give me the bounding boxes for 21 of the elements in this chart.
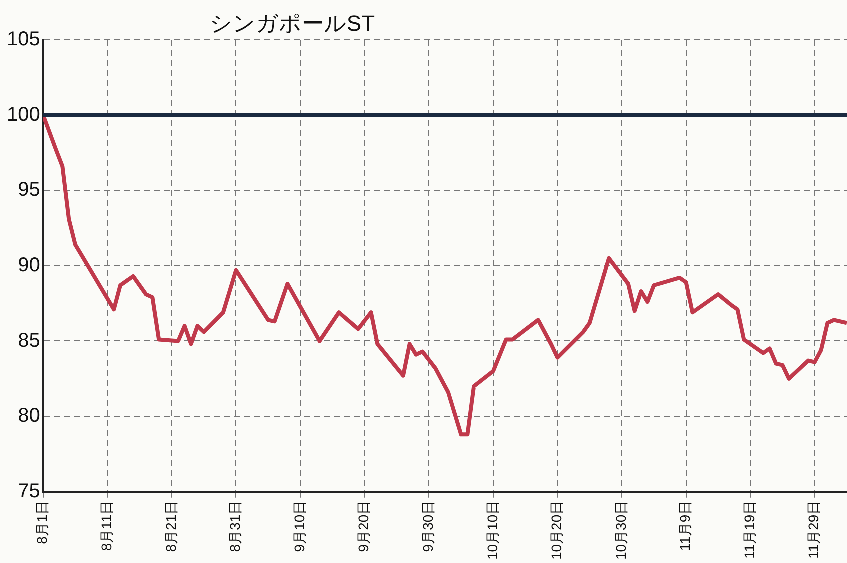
x-tick-label: 8月21日 <box>162 500 179 552</box>
x-tick-label: 11月19日 <box>741 500 758 559</box>
x-tick-label: 9月10日 <box>291 500 308 552</box>
x-tick-label: 8月1日 <box>34 500 50 544</box>
y-tick-label: 85 <box>18 330 40 352</box>
x-tick-label: 8月31日 <box>227 500 244 552</box>
x-tick-label: 11月9日 <box>677 500 694 552</box>
y-tick-label: 90 <box>18 254 40 276</box>
x-tick-label: 10月30日 <box>612 500 629 560</box>
x-tick-label: 10月10日 <box>484 500 500 560</box>
x-tick-label: 8月11日 <box>98 500 115 552</box>
chart-title: シンガポールST <box>210 11 376 36</box>
x-tick-label: 9月30日 <box>420 500 436 552</box>
x-tick-label: 10月20日 <box>548 500 565 560</box>
y-tick-label: 95 <box>18 179 40 202</box>
y-tick-label: 105 <box>6 28 40 51</box>
y-tick-label: 80 <box>18 405 40 428</box>
x-tick-label: 11月29日 <box>806 500 822 559</box>
y-tick-label: 75 <box>18 480 40 502</box>
x-tick-label: 9月20日 <box>356 500 372 552</box>
y-tick-label: 100 <box>6 104 40 126</box>
